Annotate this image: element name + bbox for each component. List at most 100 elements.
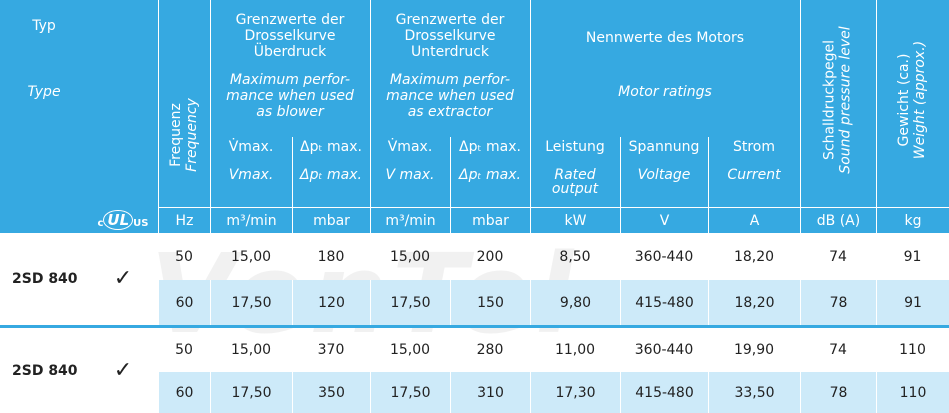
- cell: 91: [876, 233, 949, 280]
- cell: 11,00: [530, 328, 620, 372]
- cell: 60: [158, 372, 210, 413]
- unit: kW: [530, 207, 620, 233]
- unit-text: m³/min: [385, 212, 436, 229]
- group-de: Nennwerte des Motors: [586, 30, 744, 46]
- cell: 15,00: [210, 328, 292, 372]
- group-de: Grenzwerte der Drosselkurve Unterdruck: [396, 12, 505, 60]
- cell: 17,30: [530, 372, 620, 413]
- group-en-line: mance when used: [386, 88, 514, 104]
- unit: mbar: [450, 207, 530, 233]
- noise-header-en: Sound pressure level: [838, 26, 854, 174]
- cell: 9,80: [530, 280, 620, 325]
- header-divider: [370, 0, 371, 207]
- cell-text: 50: [175, 342, 193, 358]
- cell-text: 78: [829, 384, 848, 401]
- cell: 78: [800, 372, 876, 413]
- cell: 8,50: [530, 233, 620, 280]
- unit-text: kW: [564, 212, 587, 229]
- cell-text: 60: [175, 294, 194, 311]
- group-de-line: Unterdruck: [410, 44, 490, 60]
- cell: 50: [158, 233, 210, 280]
- header-divider: [620, 137, 621, 207]
- cell-text: 17,50: [231, 294, 272, 311]
- unit: m³/min: [210, 207, 292, 233]
- group-header: Grenzwerte der Drosselkurve Unterdruck Maxi…: [370, 0, 530, 137]
- unit-text: A: [749, 212, 760, 229]
- cell-text: 120: [318, 294, 345, 311]
- model-type-text: 2SD 840: [12, 362, 78, 379]
- ul-logo: c UL US: [88, 207, 158, 233]
- weight-header: Gewicht (ca.) Weight (approx.): [876, 0, 949, 200]
- cell: 33,50: [708, 372, 800, 413]
- weight-header-text: Gewicht (ca.) Weight (approx.): [897, 41, 929, 159]
- cell: 110: [876, 328, 949, 372]
- cell: 15,00: [370, 328, 450, 372]
- cell: 18,20: [708, 233, 800, 280]
- cell: 50: [158, 328, 210, 372]
- cell: 17,50: [210, 372, 292, 413]
- cell: 360-440: [620, 328, 708, 372]
- sub-de: Δpₜ max.: [459, 139, 521, 155]
- frequency-header-text: Frequenz Frequency: [168, 98, 200, 172]
- sub-header: Δpₜ max. Δpₜ max.: [450, 137, 530, 207]
- unit-text: Hz: [175, 212, 194, 229]
- group-en-line: Maximum perfor-: [389, 72, 511, 88]
- unit: m³/min: [370, 207, 450, 233]
- check: ✓: [88, 233, 158, 325]
- cell-text: 17,50: [231, 384, 272, 401]
- cell: 150: [450, 280, 530, 325]
- model-type-text: 2SD 840: [12, 271, 78, 287]
- cell-text: 370: [317, 342, 345, 358]
- header-divider: [210, 0, 211, 207]
- cell-text: 9,80: [559, 294, 592, 311]
- cell-text: 33,50: [734, 384, 775, 401]
- check-mark: ✓: [113, 357, 133, 383]
- cell: 415-480: [620, 280, 708, 325]
- cell-text: 200: [476, 248, 504, 265]
- cell-text: 110: [899, 342, 926, 358]
- group-en: Motor ratings: [618, 84, 712, 100]
- sub-de: Leistung: [545, 139, 605, 155]
- cell-text: 17,50: [390, 294, 431, 311]
- cell-text: 350: [318, 384, 345, 401]
- cell: 415-480: [620, 372, 708, 413]
- type-en: Type: [27, 84, 61, 100]
- sub-en: Rated output: [551, 167, 599, 197]
- logo-ul: UL: [103, 210, 134, 230]
- unit-text: mbar: [313, 212, 350, 229]
- sub-en: V max.: [385, 167, 435, 183]
- cell: 17,50: [370, 280, 450, 325]
- noise-header: Schalldruckpegel Sound pressure level: [800, 0, 876, 200]
- group-de: Grenzwerte der Drosselkurve Überdruck: [236, 12, 345, 60]
- sub-de: V̇max.: [387, 139, 433, 155]
- cell: 200: [450, 233, 530, 280]
- unit: dB (A): [800, 207, 876, 233]
- cell-text: 15,00: [389, 342, 431, 358]
- cell: 120: [292, 280, 370, 325]
- group-separator: [0, 325, 949, 328]
- group-en: Maximum perfor-mance when used as blower: [226, 72, 354, 120]
- sub-header: Leistung Rated output: [530, 137, 620, 207]
- cell-text: 15,00: [230, 248, 272, 265]
- cell-text: 360-440: [634, 248, 694, 265]
- header-divider: [800, 0, 801, 207]
- cell-text: 60: [175, 384, 194, 401]
- unit: kg: [876, 207, 949, 233]
- frequency-header-de: Frequenz: [168, 103, 184, 167]
- type-header: Typ Type: [0, 0, 88, 207]
- unit-text: kg: [904, 212, 922, 229]
- cell-text: 8,50: [559, 248, 591, 265]
- frequency-header: Frequenz Frequency: [158, 60, 210, 210]
- model-type: 2SD 840: [0, 233, 88, 325]
- cell-text: 415-480: [635, 294, 694, 311]
- group-de-line: Grenzwerte der: [395, 12, 505, 28]
- cell-text: 310: [477, 384, 504, 401]
- noise-header-de: Schalldruckpegel: [822, 39, 838, 161]
- cell: 350: [292, 372, 370, 413]
- group-en-line: Maximum perfor-: [229, 72, 351, 88]
- cell-text: 415-480: [635, 384, 694, 401]
- unit: mbar: [292, 207, 370, 233]
- cell: 280: [450, 328, 530, 372]
- sub-de: V̇max.: [228, 139, 274, 155]
- cell-text: 19,90: [733, 342, 775, 358]
